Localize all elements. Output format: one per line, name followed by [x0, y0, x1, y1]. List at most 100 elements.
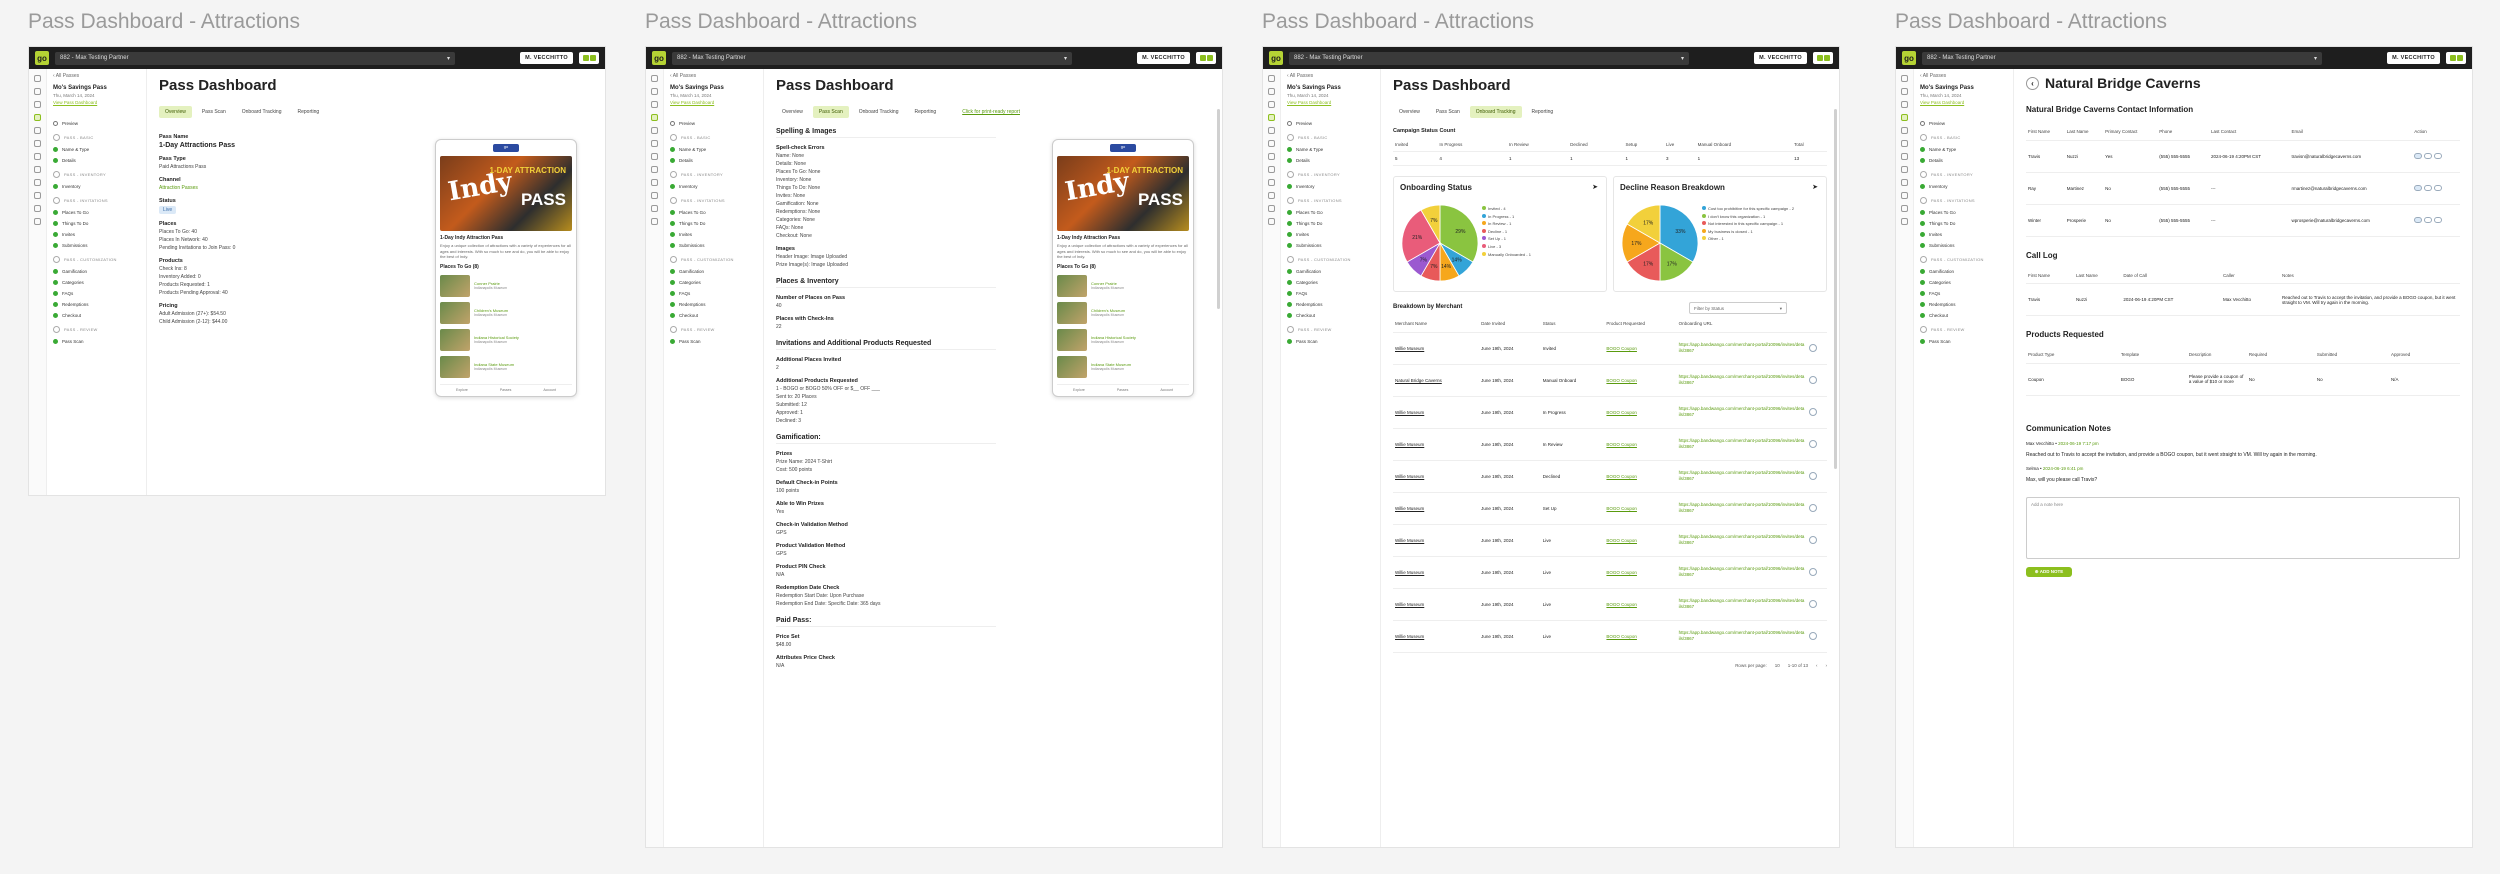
merchant-name-link[interactable]: Natural Bridge Caverns	[1393, 364, 1480, 397]
star-icon[interactable]	[651, 166, 658, 173]
merchant-name-link[interactable]: Willie Museum	[1393, 524, 1480, 557]
view-icon[interactable]	[1808, 567, 1817, 576]
pin-icon[interactable]	[1268, 205, 1275, 212]
view-icon[interactable]	[1808, 407, 1817, 416]
sidebar-item[interactable]: Places To Go	[1287, 210, 1374, 215]
table-row[interactable]: Willie Museum June 19th, 2024 Declined BOGO…	[1393, 460, 1827, 493]
tab-reporting[interactable]: Reporting	[1531, 109, 1554, 115]
chevron-left-icon[interactable]	[1901, 75, 1908, 82]
notifications-icon[interactable]	[1813, 52, 1833, 64]
onboarding-url-link[interactable]: https://app.bandwango.com/merchant-porta…	[1676, 620, 1807, 653]
star-icon[interactable]	[1268, 166, 1275, 173]
rows-per-page-select[interactable]: 10	[1774, 662, 1780, 668]
sidebar-item[interactable]: Checkout	[53, 313, 140, 318]
sidebar-item[interactable]: Invites	[670, 232, 757, 237]
merchant-name-link[interactable]: Willie Museum	[1393, 396, 1480, 429]
all-passes-link[interactable]: ‹ All Passes	[1287, 73, 1314, 79]
calendar-icon[interactable]	[651, 127, 658, 134]
sidebar-item[interactable]: Things To Do	[670, 221, 757, 226]
sidebar-item[interactable]: Preview	[1287, 121, 1374, 126]
view-icon[interactable]	[1808, 503, 1817, 512]
sidebar-item[interactable]: Pass Scan	[670, 339, 757, 344]
tab-overview[interactable]: Overview	[782, 109, 803, 115]
status-filter-select[interactable]: Filter by Status ▾	[1689, 302, 1787, 314]
notifications-icon[interactable]	[579, 52, 599, 64]
view-icon[interactable]	[1808, 471, 1817, 480]
sidebar-item[interactable]: Checkout	[1287, 313, 1374, 318]
table-row[interactable]: Natural Bridge Caverns June 19th, 2024 Man…	[1393, 364, 1827, 397]
phone-nav-item[interactable]: Account	[543, 387, 556, 392]
sidebar-item[interactable]: Redemptions	[1287, 302, 1374, 307]
star-icon[interactable]	[34, 166, 41, 173]
calendar-icon[interactable]	[1268, 127, 1275, 134]
globe-icon[interactable]	[1268, 114, 1275, 121]
sidebar-item[interactable]: Checkout	[1920, 313, 2007, 318]
chevron-left-icon[interactable]	[651, 88, 658, 95]
sidebar-item[interactable]: Name & Type	[1287, 147, 1374, 152]
merchant-name-link[interactable]: Willie Museum	[1393, 588, 1480, 621]
phone-nav-item[interactable]: Passes	[1116, 387, 1129, 392]
sidebar-item[interactable]: Inventory	[1287, 184, 1374, 189]
sidebar-item[interactable]: Invites	[1287, 232, 1374, 237]
view-icon[interactable]	[1808, 631, 1817, 640]
sidebar-item[interactable]: Places To Go	[670, 210, 757, 215]
product-requested-link[interactable]: BOGO Coupon	[1604, 332, 1677, 365]
all-passes-link[interactable]: ‹ All Passes	[670, 73, 697, 79]
sidebar-item[interactable]: Categories	[1920, 280, 2007, 285]
building-icon[interactable]	[1901, 140, 1908, 147]
sidebar-item[interactable]: Gamification	[1920, 269, 2007, 274]
partner-select[interactable]: 882 - Max Testing Partner ▾	[1922, 51, 2322, 65]
phone-nav-item[interactable]: Explore	[1072, 387, 1085, 392]
clock-icon[interactable]	[651, 218, 658, 225]
back-arrow-icon[interactable]: ‹	[2026, 76, 2039, 90]
sidebar-item[interactable]: Name & Type	[53, 147, 140, 152]
scrollbar[interactable]	[1217, 109, 1220, 309]
product-requested-link[interactable]: BOGO Coupon	[1604, 428, 1677, 461]
onboarding-url-link[interactable]: https://app.bandwango.com/merchant-porta…	[1676, 460, 1807, 493]
user-button[interactable]: M. VECCHITTO	[520, 52, 573, 64]
onboarding-url-link[interactable]: https://app.bandwango.com/merchant-porta…	[1676, 332, 1807, 365]
all-passes-link[interactable]: ‹ All Passes	[53, 73, 80, 79]
phone-nav-item[interactable]: Passes	[499, 387, 512, 392]
edit-icon[interactable]	[2434, 153, 2443, 159]
tab-overview[interactable]: Overview	[159, 106, 192, 118]
view-icon[interactable]	[1808, 599, 1817, 608]
app-logo[interactable]: go	[35, 51, 49, 65]
sidebar-item[interactable]: Details	[670, 158, 757, 163]
sidebar-item[interactable]: Pass Scan	[1920, 339, 2007, 344]
app-logo[interactable]: go	[1269, 51, 1283, 65]
product-requested-link[interactable]: BOGO Coupon	[1604, 524, 1677, 557]
sidebar-item[interactable]: Gamification	[1287, 269, 1374, 274]
place-card[interactable]: Children's Museum Indianapolis Museum	[1057, 301, 1189, 324]
view-icon[interactable]	[1808, 535, 1817, 544]
app-logo[interactable]: go	[652, 51, 666, 65]
partner-select[interactable]: 882 - Max Testing Partner ▾	[55, 51, 455, 65]
sidebar-item[interactable]: Gamification	[53, 269, 140, 274]
sidebar-item[interactable]: Redemptions	[1920, 302, 2007, 307]
tab-pass-scan[interactable]: Pass Scan	[1435, 109, 1460, 115]
tag-icon[interactable]	[1901, 179, 1908, 186]
sidebar-item[interactable]: Inventory	[1920, 184, 2007, 189]
email-icon[interactable]	[2414, 153, 2423, 159]
merchant-name-link[interactable]: Willie Museum	[1393, 460, 1480, 493]
building-icon[interactable]	[1268, 140, 1275, 147]
sidebar-item[interactable]: Submissions	[53, 243, 140, 248]
send-icon[interactable]: ➤	[1592, 184, 1598, 191]
tab-onboard-tracking[interactable]: Onboard Tracking	[241, 109, 282, 115]
view-dashboard-link[interactable]: View Pass Dashboard	[1920, 100, 1965, 105]
user-button[interactable]: M. VECCHITTO	[1137, 52, 1190, 64]
tag-icon[interactable]	[34, 179, 41, 186]
onboarding-url-link[interactable]: https://app.bandwango.com/merchant-porta…	[1676, 556, 1807, 589]
clock-icon[interactable]	[34, 218, 41, 225]
ticket-icon[interactable]	[34, 153, 41, 160]
onboarding-url-link[interactable]: https://app.bandwango.com/merchant-porta…	[1676, 396, 1807, 429]
edit-icon[interactable]	[2434, 217, 2443, 223]
calendar-icon[interactable]	[1901, 127, 1908, 134]
place-card[interactable]: Conner Prairie Indianapolis Museum	[1057, 274, 1189, 297]
view-icon[interactable]	[1808, 375, 1817, 384]
phone-nav-item[interactable]: Account	[1160, 387, 1173, 392]
sidebar-item[interactable]: Pass Scan	[1287, 339, 1374, 344]
sidebar-item[interactable]: Categories	[670, 280, 757, 285]
note-textarea[interactable]: Add a note here	[2026, 496, 2460, 559]
ticket-icon[interactable]	[651, 153, 658, 160]
